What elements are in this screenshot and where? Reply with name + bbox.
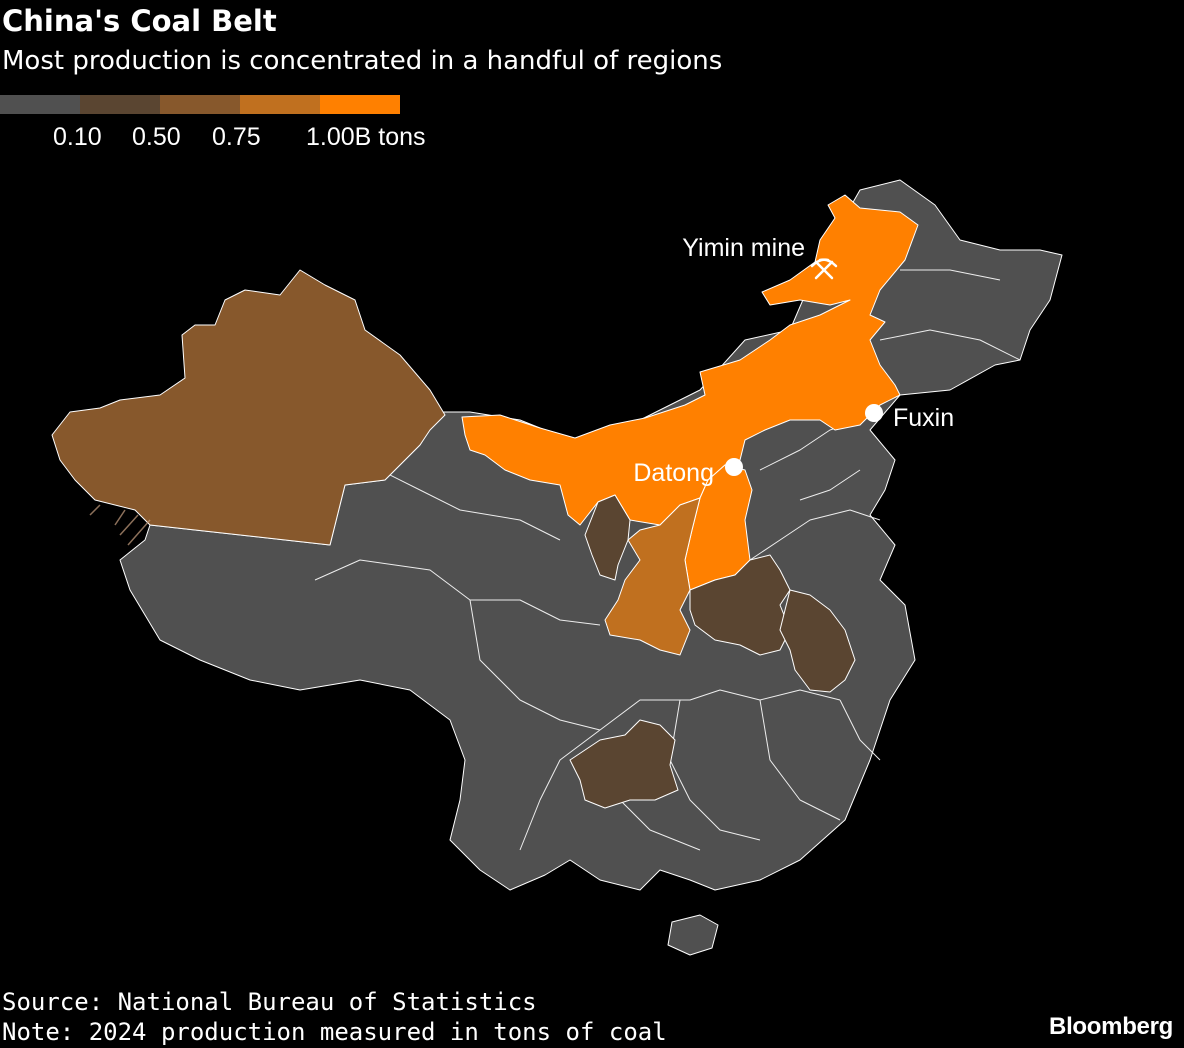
- city-label: Datong: [633, 459, 714, 487]
- province-border: [900, 269, 1001, 281]
- legend-tick-label: 0.50: [132, 123, 181, 151]
- province-border: [839, 699, 881, 761]
- province-border: [619, 799, 701, 851]
- province-border: [379, 469, 561, 541]
- pickaxe-icon: [810, 258, 838, 280]
- legend-swatch-0: [0, 95, 80, 114]
- legend-tick-label: 1.00B tons: [306, 123, 426, 151]
- legend-tick-label: 0.75: [212, 123, 261, 151]
- region-guizhou: [569, 719, 679, 809]
- legend-swatch-2: [160, 95, 240, 114]
- region-shaanxi: [604, 497, 701, 656]
- legend-color-scale: [0, 95, 400, 114]
- province-border: [519, 729, 601, 851]
- source-note: Source: National Bureau of Statistics: [2, 988, 537, 1016]
- region-anhui: [779, 589, 856, 693]
- legend-swatch-4: [320, 95, 400, 114]
- page-title: China's Coal Belt: [2, 4, 277, 38]
- legend-swatch-3: [240, 95, 320, 114]
- dot-marker-icon: [865, 404, 883, 422]
- province-border: [469, 599, 601, 731]
- footnote: Note: 2024 production measured in tons o…: [2, 1018, 667, 1046]
- page-subtitle: Most production is concentrated in a han…: [2, 46, 723, 76]
- city-label: Fuxin: [893, 404, 954, 432]
- province-border: [799, 469, 861, 501]
- legend-swatch-1: [80, 95, 160, 114]
- mine-label: Yimin mine: [682, 234, 805, 262]
- province-border: [879, 329, 1021, 361]
- province-border: [599, 689, 841, 731]
- region-disputed-hatch: [89, 504, 151, 546]
- bloomberg-logo: Bloomberg: [1049, 1013, 1173, 1040]
- hainan-island: [667, 914, 719, 956]
- dot-marker-icon: [725, 458, 743, 476]
- province-border: [749, 509, 881, 561]
- legend-tick-label: 0.10: [53, 123, 102, 151]
- region-ningxia: [584, 494, 631, 581]
- province-border: [759, 699, 841, 821]
